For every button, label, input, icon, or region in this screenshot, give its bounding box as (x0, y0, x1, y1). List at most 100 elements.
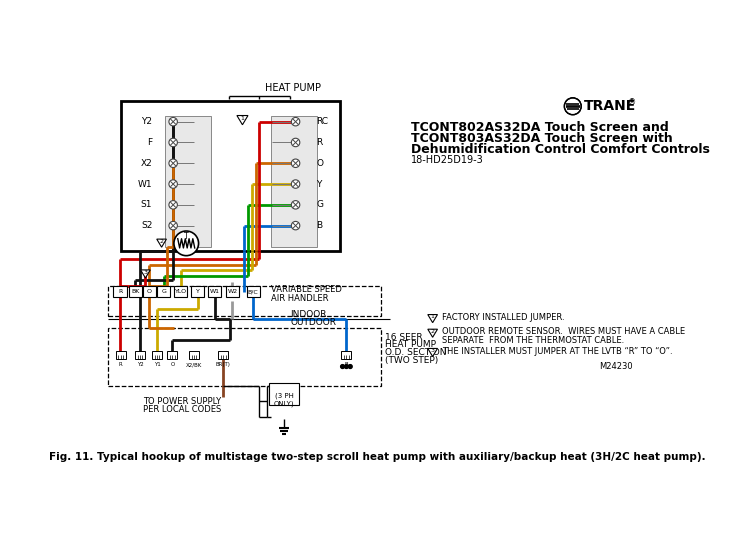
Text: B: B (344, 362, 348, 367)
Text: 3: 3 (431, 348, 435, 353)
Text: SEPARATE  FROM THE THERMOSTAT CABLE.: SEPARATE FROM THE THERMOSTAT CABLE. (442, 336, 624, 345)
Text: ®: ® (628, 98, 636, 107)
Text: M24230: M24230 (599, 362, 633, 371)
Text: Y: Y (316, 179, 322, 189)
Text: T: T (184, 232, 188, 241)
Bar (342, 351, 351, 359)
Text: FACTORY INSTALLED JUMPER.: FACTORY INSTALLED JUMPER. (442, 313, 565, 322)
Text: 1: 1 (241, 116, 244, 121)
Polygon shape (428, 329, 437, 337)
Circle shape (169, 118, 177, 126)
Text: Y2: Y2 (137, 362, 144, 367)
Text: TO POWER SUPPLY: TO POWER SUPPLY (144, 397, 222, 406)
Bar (269, 384, 299, 405)
Text: AIR HANDLER: AIR HANDLER (271, 294, 328, 302)
Text: 2: 2 (431, 329, 435, 334)
Bar (107, 286, 381, 316)
Circle shape (169, 200, 177, 209)
Text: S2: S2 (141, 221, 152, 230)
Text: TRANE: TRANE (584, 99, 636, 113)
Polygon shape (237, 115, 248, 125)
Bar (129, 286, 142, 297)
Bar (174, 286, 188, 297)
Text: TCONT802AS32DA Touch Screen and: TCONT802AS32DA Touch Screen and (411, 121, 669, 134)
Text: THE INSTALLER MUST JUMPER AT THE LVTB “R” TO “O”.: THE INSTALLER MUST JUMPER AT THE LVTB “R… (442, 347, 673, 355)
Text: O: O (316, 159, 323, 168)
Polygon shape (157, 239, 166, 247)
Text: X2: X2 (141, 159, 152, 168)
Text: INDOOR: INDOOR (290, 310, 327, 320)
Circle shape (566, 99, 580, 113)
Text: BK: BK (131, 289, 140, 294)
Text: 16 SEER: 16 SEER (385, 333, 422, 342)
Circle shape (291, 138, 300, 147)
Text: O: O (146, 289, 152, 294)
Text: O.D. SECTION: O.D. SECTION (385, 348, 447, 357)
Bar (271, 116, 317, 247)
Polygon shape (428, 348, 437, 357)
Text: YLO: YLO (174, 289, 187, 294)
Text: W1: W1 (138, 179, 152, 189)
Circle shape (291, 221, 300, 230)
Bar (167, 351, 177, 359)
Text: 3: 3 (144, 270, 147, 275)
Bar (247, 286, 260, 297)
Text: 2: 2 (160, 239, 163, 244)
Circle shape (169, 138, 177, 147)
Text: ONLY): ONLY) (274, 400, 294, 407)
Bar (191, 286, 205, 297)
Polygon shape (141, 270, 150, 278)
Text: PER LOCAL CODES: PER LOCAL CODES (144, 405, 222, 414)
Text: 1: 1 (431, 315, 434, 320)
Text: 18-HD25D19-3: 18-HD25D19-3 (411, 155, 484, 165)
Circle shape (169, 221, 177, 230)
Text: RC: RC (316, 117, 328, 126)
Text: R: R (119, 362, 123, 367)
Text: BR(T): BR(T) (216, 362, 230, 367)
Circle shape (344, 365, 348, 369)
Bar (218, 351, 228, 359)
Text: HEAT PUMP: HEAT PUMP (385, 341, 436, 349)
Polygon shape (428, 315, 437, 323)
Bar (121, 101, 340, 251)
Bar (208, 286, 222, 297)
Text: F: F (147, 138, 152, 147)
Text: S1: S1 (141, 200, 152, 209)
Circle shape (348, 365, 352, 369)
Circle shape (291, 180, 300, 188)
Text: Fig. 11. Typical hookup of multistage two-step scroll heat pump with auxiliary/b: Fig. 11. Typical hookup of multistage tw… (49, 452, 706, 461)
Circle shape (291, 200, 300, 209)
Bar (135, 351, 145, 359)
Bar (152, 351, 162, 359)
Bar (116, 351, 126, 359)
Text: OUTDOOR: OUTDOOR (290, 318, 336, 327)
Text: Y1: Y1 (154, 362, 160, 367)
Text: X2/BK: X2/BK (185, 362, 202, 367)
Text: B/C: B/C (248, 289, 258, 294)
Bar (107, 328, 381, 386)
Text: R: R (118, 289, 122, 294)
Circle shape (174, 231, 199, 256)
Text: G: G (316, 200, 323, 209)
Text: O: O (170, 362, 174, 367)
Circle shape (565, 98, 581, 115)
Circle shape (341, 365, 344, 369)
Bar (189, 351, 199, 359)
Bar (113, 286, 127, 297)
Circle shape (291, 159, 300, 167)
Text: B: B (316, 221, 322, 230)
Text: TCONT803AS32DA Touch Screen with: TCONT803AS32DA Touch Screen with (411, 132, 673, 145)
Bar (158, 286, 171, 297)
Text: R: R (316, 138, 322, 147)
Circle shape (291, 118, 300, 126)
Text: (3 PH: (3 PH (275, 392, 294, 399)
Bar (226, 286, 239, 297)
Text: Y2: Y2 (141, 117, 152, 126)
Text: Y: Y (196, 289, 199, 294)
Circle shape (169, 180, 177, 188)
Text: Dehumidification Control Comfort Controls: Dehumidification Control Comfort Control… (411, 143, 710, 156)
Bar (143, 286, 156, 297)
Text: W2: W2 (227, 289, 238, 294)
Bar (165, 116, 211, 247)
Text: VARIABLE SPEED: VARIABLE SPEED (271, 285, 342, 294)
